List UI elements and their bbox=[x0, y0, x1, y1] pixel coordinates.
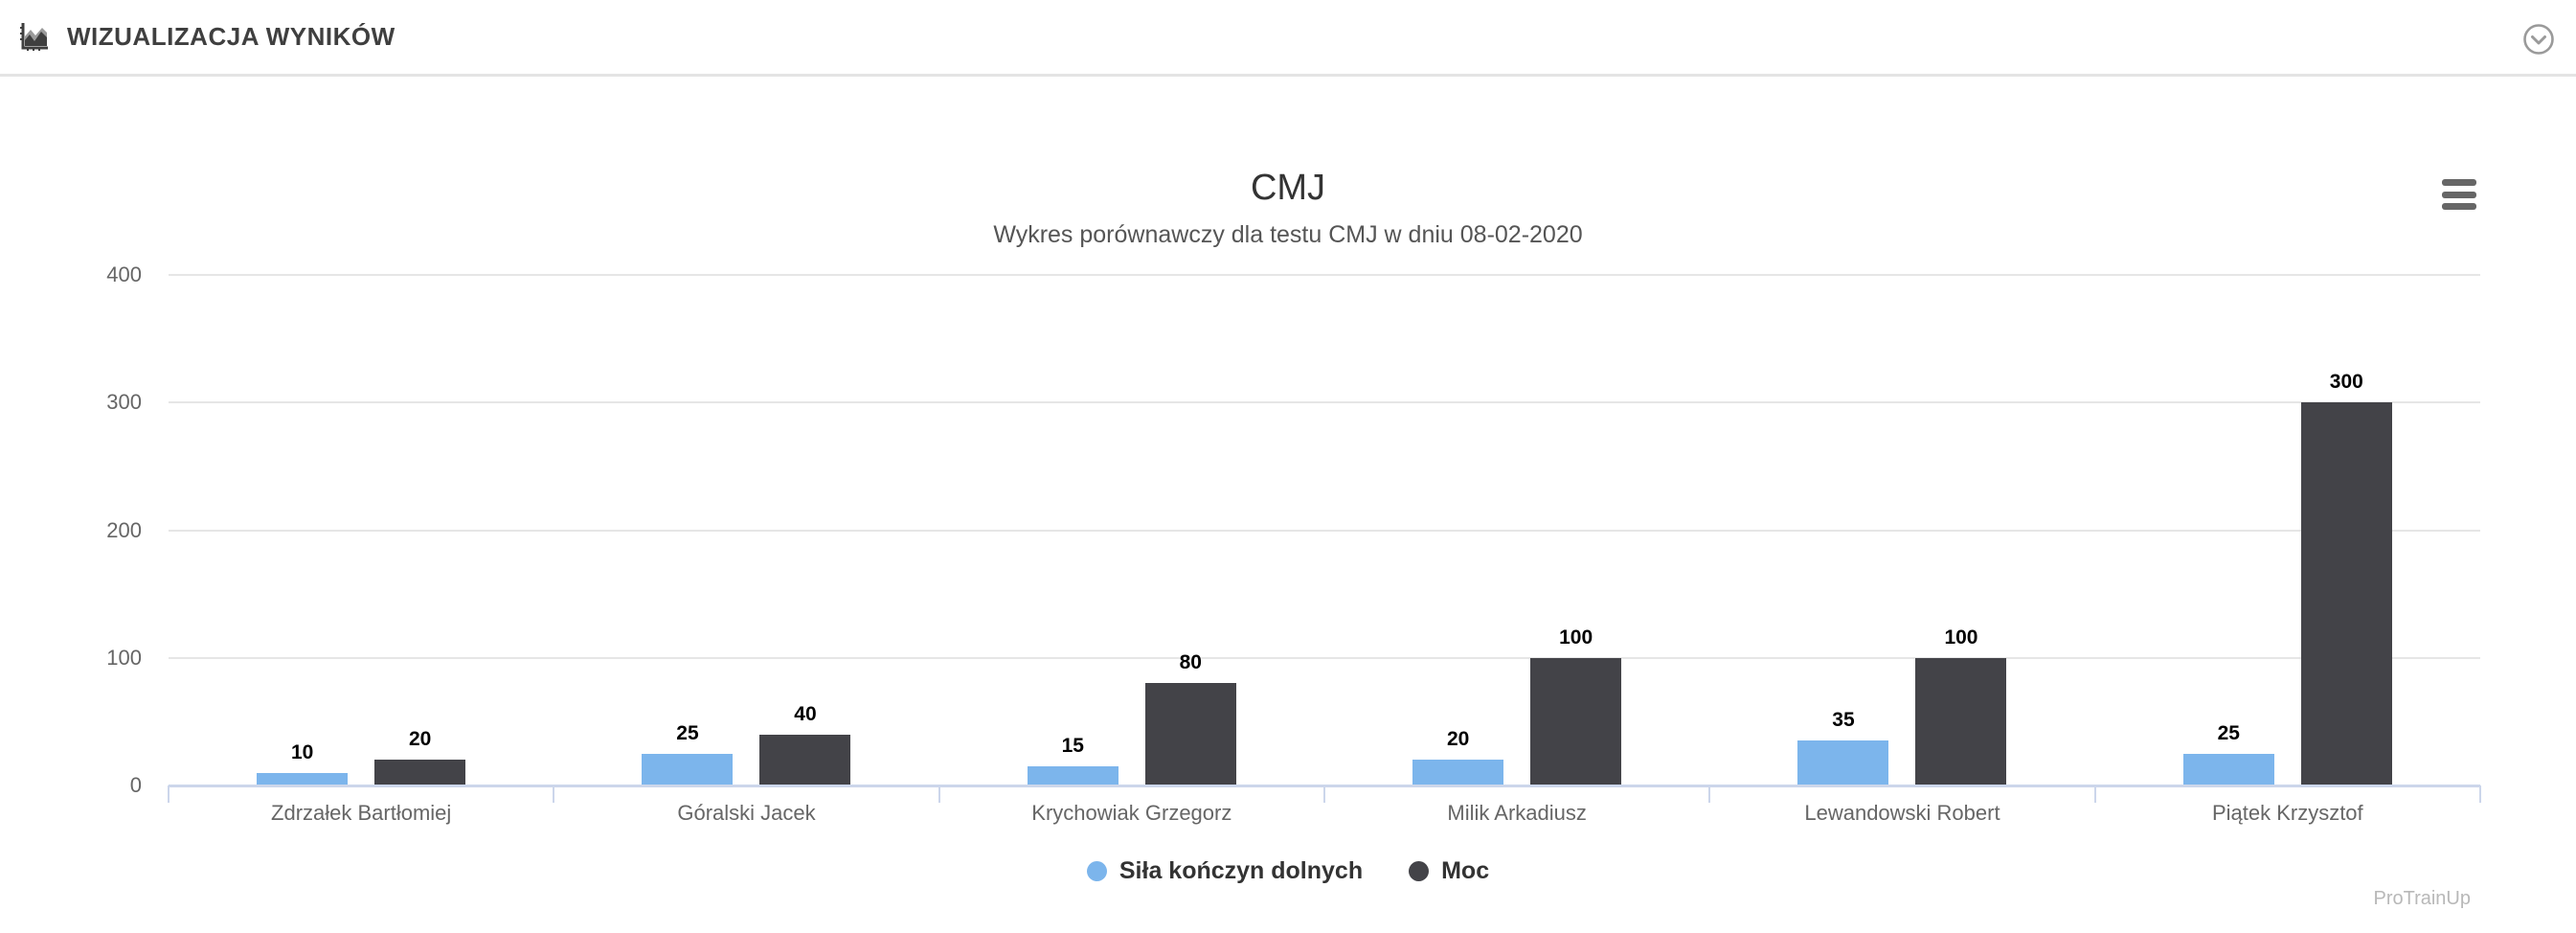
bar-value-label: 100 bbox=[1944, 626, 1978, 649]
legend-marker-icon bbox=[1086, 861, 1107, 881]
y-axis-label: 100 bbox=[106, 645, 142, 670]
chevron-down-circle-icon bbox=[2523, 24, 2554, 55]
plot-area: 10 20 25 40 15 80 20 100 35 100 25 300 bbox=[168, 274, 2481, 803]
bar-group: 15 80 bbox=[939, 275, 1324, 785]
bar-group: 10 20 bbox=[169, 275, 554, 785]
x-axis-label: Milik Arkadiusz bbox=[1447, 801, 1587, 825]
x-axis-tick bbox=[553, 785, 555, 803]
x-axis-label: Piątek Krzysztof bbox=[2211, 801, 2363, 825]
x-axis-tick bbox=[168, 785, 169, 803]
y-axis-label: 200 bbox=[106, 517, 142, 542]
panel-header: WIZUALIZACJA WYNIKÓW bbox=[0, 0, 2576, 77]
watermark: ProTrainUp bbox=[2373, 888, 2471, 909]
x-axis-tick bbox=[2479, 785, 2481, 803]
bar[interactable]: 300 bbox=[2300, 371, 2392, 785]
bar-value-label: 35 bbox=[1832, 709, 1855, 732]
collapse-panel-button[interactable] bbox=[2522, 23, 2555, 56]
x-axis-tick bbox=[1323, 785, 1325, 803]
x-axis-tick bbox=[938, 785, 940, 803]
gridline bbox=[169, 529, 2480, 532]
legend-label: Siła kończyn dolnych bbox=[1119, 857, 1364, 884]
y-axis-label: 400 bbox=[106, 262, 142, 286]
x-axis-tick bbox=[2093, 785, 2096, 803]
legend-item[interactable]: Siła kończyn dolnych bbox=[1086, 857, 1364, 885]
gridline bbox=[169, 401, 2480, 404]
bar[interactable]: 20 bbox=[1412, 728, 1504, 785]
bar-value-label: 25 bbox=[676, 721, 699, 744]
bar-group: 35 100 bbox=[1709, 275, 2094, 785]
bar-value-label: 25 bbox=[2217, 721, 2240, 744]
x-axis-label: Góralski Jacek bbox=[677, 801, 816, 825]
chart-subtitle: Wykres porównawczy dla testu CMJ w dniu … bbox=[993, 221, 1583, 248]
x-axis-label: Lewandowski Robert bbox=[1804, 801, 2000, 825]
bar-value-label: 100 bbox=[1559, 626, 1593, 649]
x-axis-labels: Zdrzałek Bartłomiej Góralski Jacek Krychow… bbox=[169, 801, 2480, 826]
bar-group: 25 40 bbox=[554, 275, 938, 785]
panel-title: WIZUALIZACJA WYNIKÓW bbox=[67, 22, 395, 51]
bar[interactable]: 25 bbox=[642, 722, 734, 785]
bar-group: 25 300 bbox=[2095, 275, 2480, 785]
cmj-comparison-chart: CMJ Wykres porównawczy dla testu CMJ w d… bbox=[0, 80, 2576, 933]
bar[interactable]: 100 bbox=[1530, 626, 1622, 785]
y-axis-label: 0 bbox=[129, 773, 142, 797]
bar-value-label: 20 bbox=[408, 728, 432, 751]
bar[interactable]: 25 bbox=[2182, 722, 2274, 785]
gridline bbox=[169, 656, 2480, 659]
y-axis: 0 100 200 300 400 bbox=[0, 262, 142, 797]
bar[interactable]: 35 bbox=[1797, 709, 1889, 785]
bar-value-label: 80 bbox=[1179, 651, 1202, 674]
bar[interactable]: 15 bbox=[1027, 735, 1119, 785]
bar-value-label: 15 bbox=[1061, 735, 1084, 758]
legend-label: Moc bbox=[1441, 857, 1490, 884]
gridline bbox=[169, 274, 2480, 276]
bar-value-label: 40 bbox=[794, 702, 817, 725]
x-axis-tick bbox=[1708, 785, 1711, 803]
bar[interactable]: 80 bbox=[1144, 651, 1236, 785]
bar[interactable]: 10 bbox=[257, 741, 349, 785]
bar-value-label: 10 bbox=[290, 740, 314, 763]
bar-value-label: 20 bbox=[1446, 728, 1470, 751]
bar-group: 20 100 bbox=[1324, 275, 1709, 785]
area-chart-icon bbox=[17, 20, 52, 55]
y-axis-label: 300 bbox=[106, 390, 142, 415]
bar-groups: 10 20 25 40 15 80 20 100 35 100 25 300 bbox=[169, 275, 2480, 785]
legend-item[interactable]: Moc bbox=[1409, 857, 1489, 885]
x-axis-label: Krychowiak Grzegorz bbox=[1031, 801, 1232, 825]
bar[interactable]: 100 bbox=[1915, 626, 2007, 785]
legend-marker-icon bbox=[1409, 861, 1430, 881]
chart-legend: Siła kończyn dolnych Moc bbox=[0, 857, 2576, 885]
bar-value-label: 300 bbox=[2329, 371, 2363, 394]
bar[interactable]: 20 bbox=[374, 728, 466, 785]
chart-title: CMJ bbox=[1250, 168, 1326, 208]
bar[interactable]: 40 bbox=[759, 703, 851, 785]
chart-export-menu-button[interactable] bbox=[2442, 179, 2476, 210]
x-axis-label: Zdrzałek Bartłomiej bbox=[271, 801, 452, 825]
hamburger-menu-icon bbox=[2442, 179, 2476, 186]
